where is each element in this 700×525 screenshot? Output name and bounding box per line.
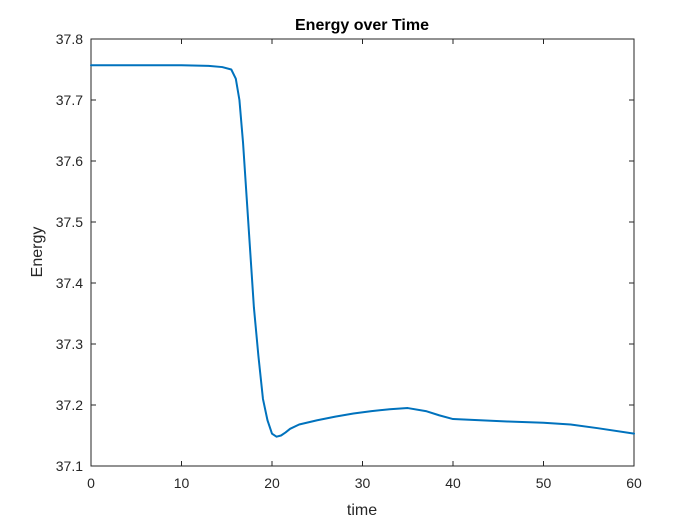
x-tick-label: 30 xyxy=(355,475,371,491)
y-axis-ticks: 37.1 37.2 37.3 37.4 37.5 37.6 37.7 37.8 xyxy=(56,31,634,474)
y-tick-label: 37.3 xyxy=(56,336,83,352)
x-axis-label: time xyxy=(347,502,377,519)
x-axis-ticks: 0 10 20 30 40 50 60 xyxy=(87,39,642,491)
y-tick-label: 37.6 xyxy=(56,153,83,169)
x-tick-label: 0 xyxy=(87,475,95,491)
y-tick-label: 37.4 xyxy=(56,275,83,291)
x-tick-label: 40 xyxy=(445,475,461,491)
chart-title: Energy over Time xyxy=(295,17,429,34)
x-tick-label: 10 xyxy=(174,475,190,491)
plot-area xyxy=(90,38,635,467)
x-tick-label: 60 xyxy=(626,475,642,491)
y-tick-label: 37.1 xyxy=(56,458,83,474)
y-tick-label: 37.2 xyxy=(56,397,83,413)
y-tick-label: 37.8 xyxy=(56,31,83,47)
y-tick-label: 37.7 xyxy=(56,92,83,108)
y-axis-label: Energy xyxy=(29,227,46,278)
energy-series-line xyxy=(90,64,635,438)
x-tick-label: 50 xyxy=(536,475,552,491)
y-tick-label: 37.5 xyxy=(56,214,83,230)
x-tick-label: 20 xyxy=(264,475,280,491)
